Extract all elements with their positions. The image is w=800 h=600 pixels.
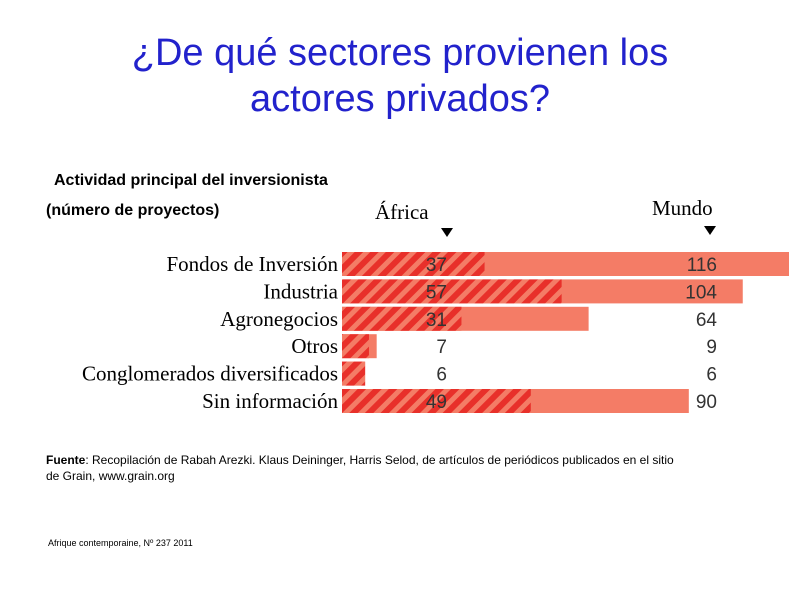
- category-label: Fondos de Inversión: [167, 252, 339, 276]
- value-label-mundo: 116: [687, 255, 717, 276]
- africa-marker-icon: [441, 228, 453, 237]
- source-text: : Recopilación de Rabah Arezki. Klaus De…: [46, 453, 674, 483]
- value-label-mundo: 64: [696, 310, 718, 331]
- bar-africa: [342, 389, 531, 413]
- slide-title-line-1: ¿De qué sectores provienen los: [131, 32, 669, 74]
- bar-africa: [342, 252, 485, 276]
- chart-title: Actividad principal del inversionista: [54, 172, 328, 189]
- bar-africa: [342, 279, 562, 304]
- slide-title-line-2: actores privados?: [250, 78, 550, 120]
- category-label: Sin información: [202, 389, 338, 413]
- value-label-africa: 7: [436, 337, 447, 358]
- value-label-mundo: 90: [696, 392, 717, 413]
- value-label-africa: 31: [426, 310, 447, 331]
- value-label-africa: 57: [426, 282, 447, 303]
- value-label-mundo: 9: [706, 337, 717, 358]
- bar-africa: [342, 306, 462, 331]
- value-label-africa: 49: [426, 392, 447, 413]
- reference-note: Afrique contemporaine, Nº 237 2011: [48, 538, 193, 548]
- bar-africa: [342, 361, 366, 386]
- source-label: Fuente: [46, 453, 86, 467]
- chart-subtitle: (número de proyectos): [46, 202, 220, 219]
- mundo-marker-icon: [704, 226, 716, 235]
- value-label-africa: 6: [436, 365, 447, 386]
- value-label-mundo: 6: [706, 365, 717, 386]
- category-label: Industria: [263, 279, 338, 303]
- bar-africa: [342, 334, 369, 359]
- source-note: Fuente: Recopilación de Rabah Arezki. Kl…: [46, 452, 686, 484]
- category-label: Agronegocios: [220, 307, 338, 331]
- category-label: Conglomerados diversificados: [82, 362, 338, 386]
- slide-title: ¿De qué sectores provienen los actores p…: [0, 30, 800, 122]
- value-label-africa: 37: [426, 255, 447, 276]
- series-header-africa: África: [375, 200, 429, 224]
- category-label: Otros: [291, 334, 338, 358]
- series-header-mundo: Mundo: [652, 196, 713, 220]
- value-label-mundo: 104: [685, 282, 717, 303]
